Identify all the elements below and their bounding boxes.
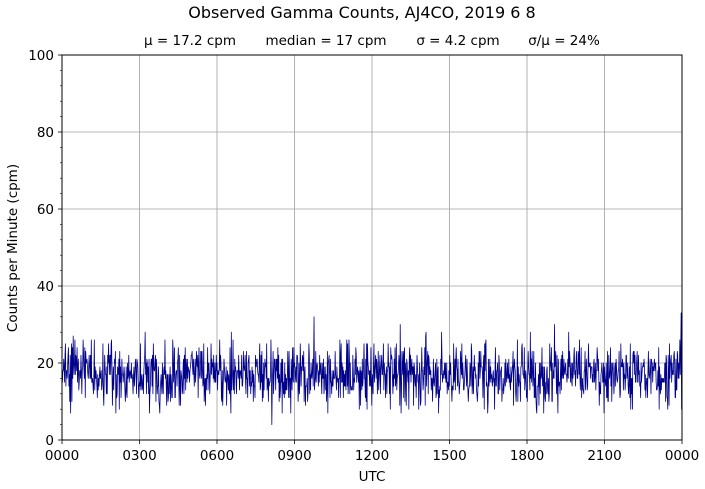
- y-axis-label: Counts per Minute (cpm): [5, 164, 21, 332]
- y-tick-label: 0: [45, 433, 54, 449]
- x-tick-label: 0300: [122, 448, 156, 464]
- y-tick-label: 100: [28, 48, 54, 64]
- stats-subtitle: μ = 17.2 cpm median = 17 cpm σ = 4.2 cpm…: [144, 33, 600, 49]
- y-tick-label: 60: [37, 202, 54, 218]
- stat-median: median = 17 cpm: [265, 33, 386, 49]
- x-axis-label: UTC: [359, 469, 386, 485]
- x-tick-label: 0000: [45, 448, 79, 464]
- stat-cv: σ/μ = 24%: [528, 33, 600, 49]
- x-axis: 0000 0300 0600 0900 1200 1500 1800 2100 0000: [45, 440, 699, 464]
- y-tick-label: 20: [37, 356, 54, 372]
- chart-title: Observed Gamma Counts, AJ4CO, 2019 6 8: [188, 3, 535, 22]
- x-tick-label: 0600: [200, 448, 234, 464]
- x-tick-label: 0900: [277, 448, 311, 464]
- y-tick-label: 40: [37, 279, 54, 295]
- x-tick-label: 0000: [665, 448, 699, 464]
- x-tick-label: 2100: [587, 448, 621, 464]
- series-line: [61, 312, 683, 426]
- stat-mean: μ = 17.2 cpm: [144, 33, 236, 49]
- stat-sigma: σ = 4.2 cpm: [416, 33, 499, 49]
- y-tick-label: 80: [37, 125, 54, 141]
- x-tick-label: 1500: [432, 448, 466, 464]
- x-tick-label: 1200: [355, 448, 389, 464]
- y-axis: 0 20 40 60 80 100: [28, 48, 62, 449]
- x-tick-label: 1800: [510, 448, 544, 464]
- plot-series: [61, 312, 683, 426]
